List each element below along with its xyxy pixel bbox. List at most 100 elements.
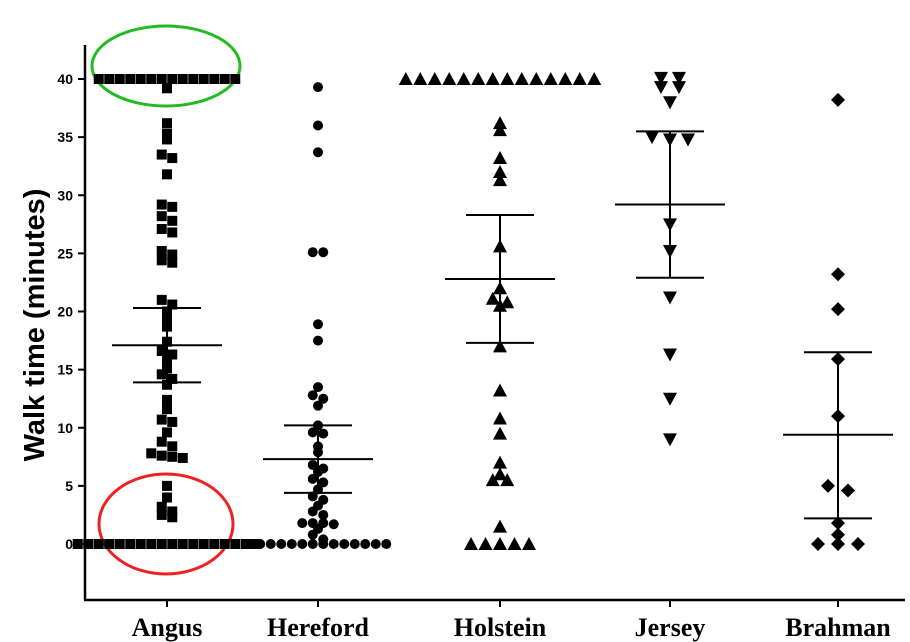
data-point bbox=[230, 74, 241, 84]
data-point bbox=[514, 72, 529, 85]
data-point bbox=[493, 411, 507, 425]
data-point bbox=[313, 147, 323, 158]
data-point bbox=[188, 539, 199, 549]
data-point bbox=[146, 539, 157, 549]
data-point bbox=[663, 96, 677, 110]
data-point bbox=[167, 74, 178, 84]
data-point bbox=[471, 72, 486, 85]
data-point bbox=[162, 492, 172, 503]
data-point bbox=[821, 478, 835, 493]
data-point bbox=[339, 539, 350, 549]
data-point bbox=[493, 537, 507, 550]
data-point bbox=[167, 227, 178, 238]
data-point bbox=[230, 539, 241, 549]
data-point bbox=[318, 509, 329, 520]
data-point bbox=[811, 537, 825, 551]
data-point bbox=[493, 165, 507, 178]
data-point bbox=[167, 373, 178, 384]
data-point bbox=[307, 247, 318, 258]
y-tick-label: 20 bbox=[57, 304, 73, 320]
data-point bbox=[307, 506, 318, 517]
data-point bbox=[493, 173, 507, 187]
data-point bbox=[297, 518, 308, 529]
data-point bbox=[456, 72, 471, 85]
data-point bbox=[219, 74, 230, 84]
data-point bbox=[244, 539, 255, 549]
data-point bbox=[831, 537, 845, 551]
data-point bbox=[313, 382, 323, 393]
data-point bbox=[831, 516, 845, 531]
data-point bbox=[493, 426, 507, 440]
data-point bbox=[93, 74, 104, 84]
data-point bbox=[645, 131, 659, 145]
data-point bbox=[307, 473, 318, 484]
data-point bbox=[156, 539, 167, 549]
data-point bbox=[529, 72, 544, 85]
data-point bbox=[162, 404, 172, 415]
data-point bbox=[162, 427, 172, 438]
data-point bbox=[135, 539, 146, 549]
data-point bbox=[318, 393, 329, 404]
data-point bbox=[156, 450, 167, 461]
data-point bbox=[485, 291, 500, 305]
data-point bbox=[307, 390, 318, 401]
data-point bbox=[209, 539, 220, 549]
data-point bbox=[167, 349, 178, 360]
series-holstein bbox=[398, 72, 602, 550]
data-point bbox=[313, 319, 323, 330]
y-tick-label: 25 bbox=[57, 245, 73, 261]
data-point bbox=[162, 169, 172, 180]
data-point bbox=[146, 448, 157, 459]
data-point bbox=[72, 539, 83, 549]
data-point bbox=[328, 539, 339, 549]
data-point bbox=[307, 459, 318, 470]
data-point bbox=[831, 92, 845, 107]
data-point bbox=[162, 379, 172, 390]
data-point bbox=[349, 539, 360, 549]
data-point bbox=[156, 346, 167, 357]
data-point bbox=[307, 529, 318, 540]
data-point bbox=[297, 539, 308, 549]
y-axis-title: Walk time (minutes) bbox=[19, 189, 51, 462]
data-point bbox=[522, 537, 536, 550]
data-point bbox=[493, 455, 507, 469]
data-point bbox=[500, 72, 515, 85]
data-point bbox=[328, 519, 339, 530]
data-point bbox=[654, 71, 668, 85]
data-point bbox=[485, 72, 500, 85]
data-point bbox=[286, 539, 297, 549]
data-point bbox=[681, 133, 695, 147]
data-point bbox=[663, 433, 677, 447]
data-point bbox=[507, 537, 522, 550]
data-point bbox=[156, 294, 167, 305]
data-point bbox=[177, 539, 188, 549]
data-point bbox=[114, 539, 125, 549]
data-point bbox=[493, 339, 507, 353]
x-tick-label: Angus bbox=[132, 613, 203, 642]
y-tick-label: 15 bbox=[57, 362, 73, 378]
data-point bbox=[307, 427, 318, 438]
axis-labels: 0 5 10 15 20 25 30 35 40 Angus Hereford Holstein Jer… bbox=[57, 71, 891, 642]
data-point bbox=[156, 501, 167, 512]
data-point bbox=[177, 452, 188, 463]
data-point bbox=[162, 83, 172, 94]
y-tick-label: 10 bbox=[57, 420, 73, 436]
x-tick-label: Hereford bbox=[267, 613, 370, 642]
data-point bbox=[672, 81, 686, 95]
data-point bbox=[156, 246, 167, 257]
data-point bbox=[572, 72, 587, 85]
data-point bbox=[381, 539, 392, 549]
data-point bbox=[313, 120, 323, 131]
data-point bbox=[427, 72, 442, 85]
data-point bbox=[135, 74, 146, 84]
data-point bbox=[167, 539, 178, 549]
data-point bbox=[167, 153, 178, 164]
data-point bbox=[313, 82, 323, 93]
data-point bbox=[219, 539, 230, 549]
data-point bbox=[146, 74, 157, 84]
y-tick-label: 35 bbox=[57, 129, 73, 145]
data-point bbox=[493, 467, 507, 481]
annotation-layer bbox=[90, 24, 242, 576]
data-point bbox=[167, 512, 178, 523]
data-point bbox=[198, 74, 209, 84]
